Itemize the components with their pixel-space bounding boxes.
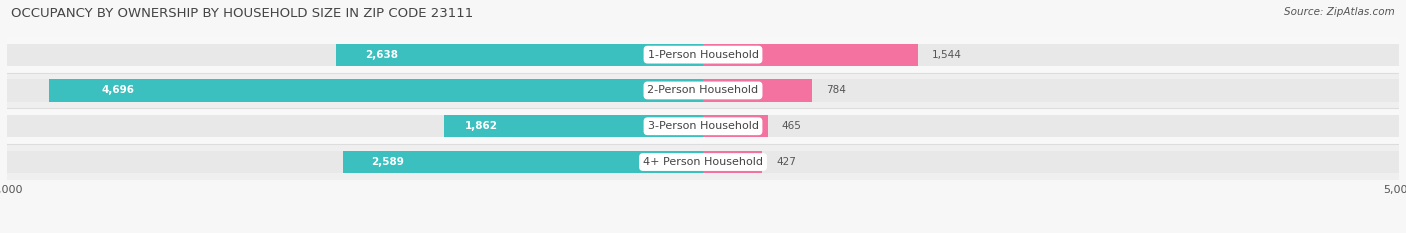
Text: 1,544: 1,544 bbox=[932, 50, 962, 60]
Bar bbox=[7, 79, 703, 102]
Bar bbox=[703, 151, 762, 173]
Text: 2,589: 2,589 bbox=[371, 157, 405, 167]
Bar bbox=[703, 79, 1399, 102]
Text: 4+ Person Household: 4+ Person Household bbox=[643, 157, 763, 167]
Bar bbox=[703, 44, 1399, 66]
Text: 427: 427 bbox=[776, 157, 796, 167]
Bar bbox=[0, 108, 1406, 144]
Bar bbox=[703, 115, 1399, 137]
Bar bbox=[336, 44, 703, 66]
Text: 4,696: 4,696 bbox=[101, 86, 135, 96]
Bar bbox=[703, 115, 768, 137]
Bar bbox=[0, 37, 1406, 72]
Text: 3-Person Household: 3-Person Household bbox=[648, 121, 758, 131]
Text: 2-Person Household: 2-Person Household bbox=[647, 86, 759, 96]
Bar bbox=[7, 151, 703, 173]
Bar bbox=[7, 44, 703, 66]
Text: Source: ZipAtlas.com: Source: ZipAtlas.com bbox=[1284, 7, 1395, 17]
Text: 784: 784 bbox=[827, 86, 846, 96]
Text: OCCUPANCY BY OWNERSHIP BY HOUSEHOLD SIZE IN ZIP CODE 23111: OCCUPANCY BY OWNERSHIP BY HOUSEHOLD SIZE… bbox=[11, 7, 474, 20]
Text: 2,638: 2,638 bbox=[366, 50, 398, 60]
Text: 465: 465 bbox=[782, 121, 801, 131]
Text: 1-Person Household: 1-Person Household bbox=[648, 50, 758, 60]
Text: 1,862: 1,862 bbox=[464, 121, 498, 131]
Bar bbox=[0, 144, 1406, 180]
Bar bbox=[343, 151, 703, 173]
Bar bbox=[444, 115, 703, 137]
Bar bbox=[0, 72, 1406, 108]
Bar bbox=[703, 79, 813, 102]
Bar bbox=[7, 115, 703, 137]
Bar bbox=[49, 79, 703, 102]
Bar bbox=[703, 151, 1399, 173]
Bar bbox=[703, 44, 918, 66]
